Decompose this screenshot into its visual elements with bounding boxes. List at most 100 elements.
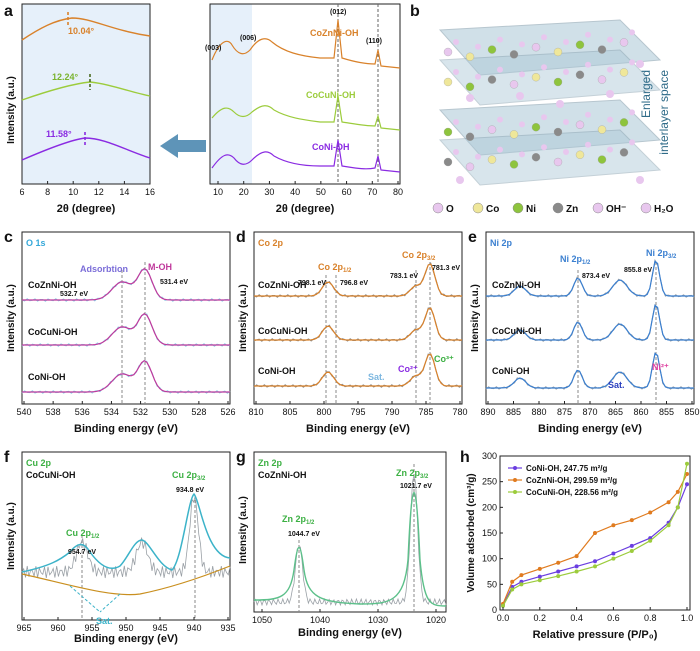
svg-text:Zn 2p: Zn 2p [258, 458, 283, 468]
atom [575, 70, 585, 79]
atom [487, 45, 497, 54]
panel-d-x-tick: 810 [248, 407, 263, 417]
panel-a-left-x-tick: 14 [119, 187, 129, 197]
svg-text:Ni 2p3/2: Ni 2p3/2 [646, 248, 677, 260]
svg-text:Relative pressure (P/P₀): Relative pressure (P/P₀) [533, 629, 658, 641]
isotherm-point [629, 548, 634, 553]
panel-h-legend-label: CoCuNi-OH, 228.56 m²/g [526, 488, 618, 497]
legend-label: Zn [566, 204, 578, 215]
atom [553, 47, 563, 57]
panel-a-right-xlabel: 2θ (degree) [276, 203, 335, 215]
atom [553, 77, 563, 87]
atom [553, 157, 563, 167]
panel-a-left-x-tick: 16 [145, 187, 155, 197]
isotherm-point [510, 587, 515, 592]
isotherm-point [611, 551, 616, 556]
svg-text:Ni²⁺: Ni²⁺ [652, 362, 669, 372]
xps-fit-curve [22, 267, 230, 301]
oxygen-atom [453, 149, 459, 155]
svg-text:Zn 2p3/2: Zn 2p3/2 [396, 468, 429, 480]
oxygen-atom [607, 36, 613, 43]
atom [509, 80, 519, 89]
oxygen-atom [585, 61, 591, 68]
atom [509, 160, 519, 169]
svg-text:Binding energy (eV): Binding energy (eV) [74, 633, 178, 645]
oxygen-atom [563, 39, 569, 45]
oxygen-atom [541, 34, 547, 41]
oxygen-atom [541, 144, 547, 151]
panel-a-series-cocu: CoCuNi-OH [306, 90, 356, 100]
svg-text:CoZnNi-OH: CoZnNi-OH [28, 280, 77, 290]
atom [487, 75, 497, 84]
oxygen-atom [453, 39, 459, 45]
panel-a-curve-cozn [21, 17, 151, 41]
panel-a-left-xlabel: 2θ (degree) [57, 203, 116, 215]
isotherm-point [574, 569, 579, 574]
panel-b-legend: O Co Ni Zn OH⁻ H₂O [432, 202, 674, 215]
panel-h-legend-label: CoNi-OH, 247.75 m²/g [526, 464, 607, 473]
isotherm-point [556, 560, 561, 565]
panel-f-x-tick: 935 [220, 623, 235, 633]
svg-text:Co 2p3/2: Co 2p3/2 [402, 250, 436, 262]
legend-marker [512, 202, 524, 214]
legend-label: H₂O [654, 204, 674, 215]
panel-e-x-tick: 865 [608, 407, 623, 417]
oxygen-atom [607, 146, 613, 153]
panel-a-plane-110: (110) [366, 38, 382, 45]
panel-a-right-x-tick: 70 [367, 187, 377, 197]
atom [575, 120, 585, 129]
oxygen-atom [497, 66, 503, 73]
oxygen-atom [563, 69, 569, 75]
isotherm-point [537, 566, 542, 571]
water-molecule [516, 92, 524, 100]
oxygen-atom [585, 111, 591, 118]
svg-text:CoCuNi-OH: CoCuNi-OH [28, 327, 78, 337]
panel-c-adsorption: Adsorbtion [80, 264, 128, 274]
legend-marker [552, 202, 564, 214]
atom [597, 125, 607, 134]
water-molecule [556, 100, 564, 108]
atom [443, 47, 453, 57]
panel-h-x-tick: 1.0 [681, 613, 694, 623]
atom [531, 123, 541, 132]
svg-text:Sat.: Sat. [608, 380, 625, 390]
panel-c-title: O 1s [26, 238, 46, 248]
panel-h-x-tick: 0.8 [644, 613, 657, 623]
oxygen-atom [519, 151, 525, 158]
panel-f-x-tick: 965 [16, 623, 31, 633]
atom [597, 75, 607, 84]
oxygen-atom [519, 41, 525, 48]
oxygen-atom [607, 116, 613, 123]
panel-label-b: b [410, 3, 420, 20]
panel-a-plane-003: (003) [205, 45, 221, 52]
svg-text:Cu 2p3/2: Cu 2p3/2 [172, 470, 206, 482]
oxygen-atom [497, 36, 503, 43]
panel-a-right-x-tick: 20 [239, 187, 249, 197]
panel-d-x-tick: 805 [282, 407, 297, 417]
isotherm-point [675, 489, 680, 494]
svg-text:Co³⁺: Co³⁺ [434, 354, 454, 364]
svg-text:CoZnNi-OH: CoZnNi-OH [258, 470, 307, 480]
atom [597, 45, 607, 54]
svg-text:Co²⁺: Co²⁺ [398, 364, 418, 374]
panel-a-right-x-tick: 10 [213, 187, 223, 197]
atom [575, 150, 585, 159]
panel-h-plot: Volume adsorbed (cm³/g) CoNi-OH, 247.75 … [466, 451, 693, 641]
atom [619, 68, 629, 77]
panel-h-x-tick: 0.6 [607, 613, 620, 623]
panel-g-x-tick: 1050 [252, 615, 272, 625]
atom [531, 73, 541, 82]
panel-g-x-tick: 1040 [310, 615, 330, 625]
panel-h-y-tick: 250 [482, 477, 497, 487]
panel-a-left-x-tick: 10 [68, 187, 78, 197]
isotherm-point [675, 505, 680, 510]
svg-text:1021.7 eV: 1021.7 eV [400, 483, 432, 490]
svg-text:1044.7 eV: 1044.7 eV [288, 531, 320, 538]
isotherm-point [593, 564, 597, 569]
panel-a-left-x-tick: 12 [94, 187, 104, 197]
panel-e-plot: Ni 2p Intensity (a.u.) Ni 2p1/2 Ni 2p3/2… [470, 231, 700, 435]
panel-a-left-x-tick: 6 [19, 187, 24, 197]
panel-e-x-tick: 890 [480, 407, 495, 417]
atom [509, 130, 519, 139]
